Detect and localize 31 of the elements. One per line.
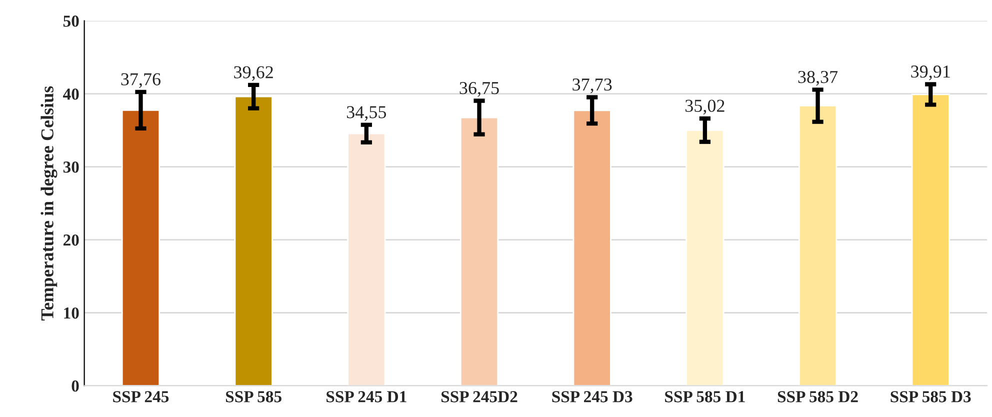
y-axis-title: Temperature in degree Celsius: [40, 86, 58, 320]
x-tick-label: SSP 245 D3: [552, 391, 632, 402]
y-tick-label: 50: [63, 16, 79, 27]
x-tick-label: SSP 585: [226, 391, 282, 402]
bar: [234, 96, 273, 386]
data-label: 38,37: [798, 70, 838, 86]
bar: [572, 110, 612, 386]
bar: [798, 105, 838, 386]
y-tick-label: 40: [63, 88, 79, 100]
x-tick-label: SSP 585 D2: [778, 391, 858, 402]
data-label: 35,02: [685, 100, 724, 114]
data-label: 39,62: [234, 66, 273, 81]
y-tick-label: 10: [64, 307, 79, 319]
y-tick-label: 30: [63, 162, 79, 173]
bar: [460, 116, 499, 386]
data-label: 36,75: [460, 82, 499, 97]
data-label: 37,73: [572, 78, 612, 94]
x-tick-label: SSP 245: [113, 391, 169, 402]
y-tick-label: 20: [63, 234, 79, 246]
x-tick-label: SSP 585 D3: [890, 391, 971, 402]
x-tick-label: SSP 245 D1: [326, 391, 406, 402]
bar: [347, 132, 386, 386]
x-tick-label: SSP 245D2: [441, 391, 518, 402]
x-tick-label: SSP 585 D1: [665, 391, 745, 402]
bar: [911, 94, 950, 386]
data-label: 37,76: [121, 73, 161, 88]
y-tick-label: 0: [72, 380, 79, 392]
bar: [686, 129, 724, 386]
data-label: 39,91: [911, 66, 950, 80]
data-label: 34,55: [346, 106, 386, 121]
bar: [121, 109, 160, 386]
